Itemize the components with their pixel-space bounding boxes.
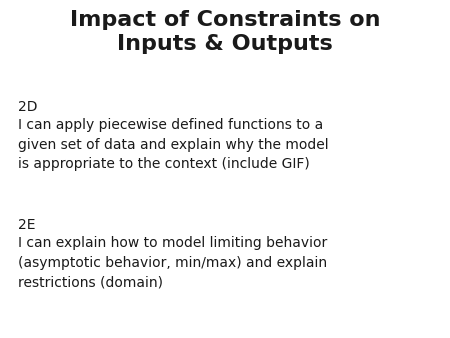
Text: I can apply piecewise defined functions to a
given set of data and explain why t: I can apply piecewise defined functions … xyxy=(18,118,328,171)
Text: 2E: 2E xyxy=(18,218,36,232)
Text: 2D: 2D xyxy=(18,100,37,114)
Text: I can explain how to model limiting behavior
(asymptotic behavior, min/max) and : I can explain how to model limiting beha… xyxy=(18,236,327,289)
Text: Impact of Constraints on
Inputs & Outputs: Impact of Constraints on Inputs & Output… xyxy=(70,10,380,54)
